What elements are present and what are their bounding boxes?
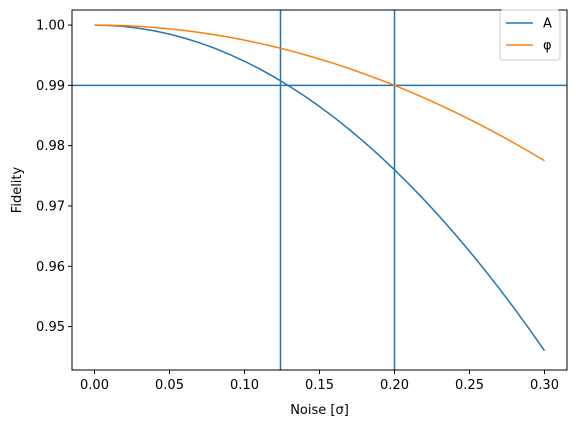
series-line-0 xyxy=(94,24,546,352)
y-tick-label-3: 0.98 xyxy=(36,139,65,154)
y-axis-ticks: 0.95 0.96 0.97 0.98 0.99 1.00 xyxy=(36,19,72,335)
reference-lines xyxy=(72,10,567,370)
x-tick-label-1: 0.05 xyxy=(155,378,184,393)
x-tick-label-6: 0.30 xyxy=(530,378,559,393)
y-tick-label-0: 0.95 xyxy=(36,320,65,335)
x-tick-label-0: 0.00 xyxy=(80,378,109,393)
series-lines xyxy=(94,24,546,352)
y-tick-label-4: 0.99 xyxy=(36,79,65,94)
y-tick-label-5: 1.00 xyxy=(36,19,65,34)
y-tick-label-2: 0.97 xyxy=(36,199,65,214)
x-axis-ticks: 0.00 0.05 0.10 0.15 0.20 0.25 0.30 xyxy=(80,370,559,393)
x-tick-label-4: 0.20 xyxy=(380,378,409,393)
x-tick-label-3: 0.15 xyxy=(305,378,334,393)
legend-label-a: A xyxy=(543,17,552,32)
series-line-1 xyxy=(94,24,545,162)
legend-label-phi: φ xyxy=(543,39,552,54)
legend: A φ xyxy=(499,9,561,61)
y-tick-label-1: 0.96 xyxy=(36,260,65,275)
x-tick-label-2: 0.10 xyxy=(230,378,259,393)
x-axis-label: Noise [σ] xyxy=(290,403,349,418)
x-tick-label-5: 0.25 xyxy=(455,378,484,393)
y-axis-label: Fidelity xyxy=(10,166,25,213)
